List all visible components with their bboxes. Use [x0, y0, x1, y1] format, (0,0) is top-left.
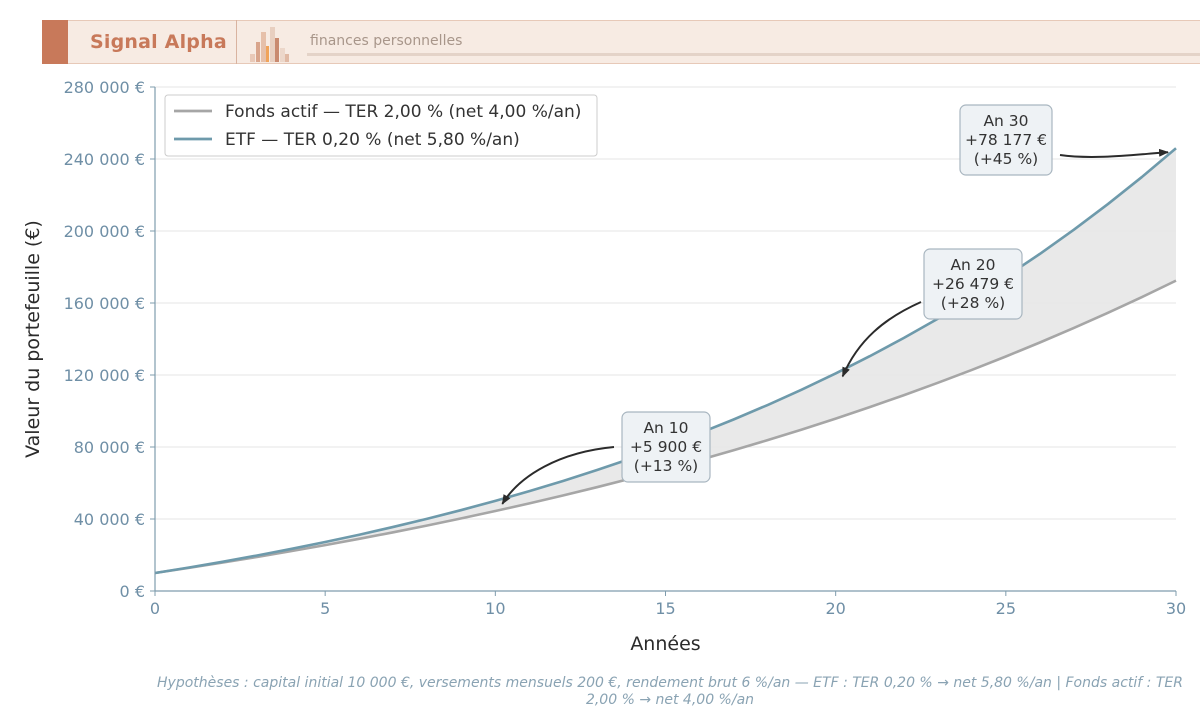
annotation-box-2 [959, 104, 1053, 176]
brand-color-block [42, 20, 68, 64]
annotation-box-0 [621, 411, 711, 483]
annotation-text-2-2: (+45 %) [974, 150, 1038, 168]
y-axis-label: Valeur du portefeuille (€) [22, 220, 44, 458]
brand-header: Signal Alpha finances personnelles [0, 20, 1200, 64]
y-tick-label-3: 120 000 € [64, 366, 145, 385]
gap-fill-area [155, 148, 1176, 574]
x-tick-label-6: 30 [1166, 599, 1186, 618]
header-band [42, 20, 1200, 64]
annotation-text-0-1: +5 900 € [630, 438, 702, 456]
y-tick-label-1: 40 000 € [74, 510, 145, 529]
x-axis-label: Années [630, 633, 700, 655]
legend: Fonds actif — TER 2,00 % (net 4,00 %/an)… [164, 94, 598, 157]
assumptions-footnote: Hypothèses : capital initial 10 000 €, v… [157, 675, 1183, 708]
series-lines [154, 147, 1177, 575]
legend-label-1: ETF — TER 0,20 % (net 5,80 %/an) [225, 130, 520, 150]
x-tick-label-2: 10 [485, 599, 505, 618]
annotation-box-1 [923, 248, 1023, 320]
annotation-arrow-2 [1059, 148, 1169, 158]
legend-label-0: Fonds actif — TER 2,00 % (net 4,00 %/an) [225, 102, 581, 122]
y-tick-label-2: 80 000 € [74, 438, 145, 457]
x-tick-label-1: 5 [320, 599, 330, 618]
bar-chart-logo-icon [250, 27, 289, 62]
series-line-1 [154, 147, 1177, 575]
y-tick-label-0: 0 € [120, 582, 145, 601]
annotation-text-2-1: +78 177 € [965, 131, 1047, 149]
annotations: An 10+5 900 €(+13 %) An 20+26 479 €(+28 %… [501, 104, 1169, 505]
portfolio-line-chart: 0 €40 000 €80 000 €120 000 €160 000 €200… [22, 78, 1187, 655]
y-tick-label-5: 200 000 € [64, 222, 145, 241]
annotation-text-2-0: An 30 [983, 112, 1028, 130]
legend-box [164, 94, 598, 157]
tick-labels: 0 €40 000 €80 000 €120 000 €160 000 €200… [64, 78, 1187, 618]
header-tagline: finances personnelles [310, 33, 463, 49]
annotation-text-1-2: (+28 %) [941, 294, 1005, 312]
annotation-text-1-1: +26 479 € [932, 275, 1014, 293]
x-tick-label-4: 20 [825, 599, 845, 618]
annotation-arrow-0 [501, 446, 615, 505]
annotation-text-0-0: An 10 [643, 419, 688, 437]
y-tick-label-7: 280 000 € [64, 78, 145, 97]
brand-name: Signal Alpha [90, 31, 227, 53]
x-tick-label-0: 0 [150, 599, 160, 618]
header-separator [236, 20, 237, 64]
annotation-text-1-0: An 20 [950, 256, 995, 274]
y-tick-label-6: 240 000 € [64, 150, 145, 169]
x-tick-label-5: 25 [996, 599, 1016, 618]
annotation-arrow-1 [841, 301, 922, 378]
header-rule [307, 53, 1200, 56]
annotation-text-0-2: (+13 %) [634, 457, 698, 475]
y-tick-label-4: 160 000 € [64, 294, 145, 313]
x-tick-label-3: 15 [655, 599, 675, 618]
